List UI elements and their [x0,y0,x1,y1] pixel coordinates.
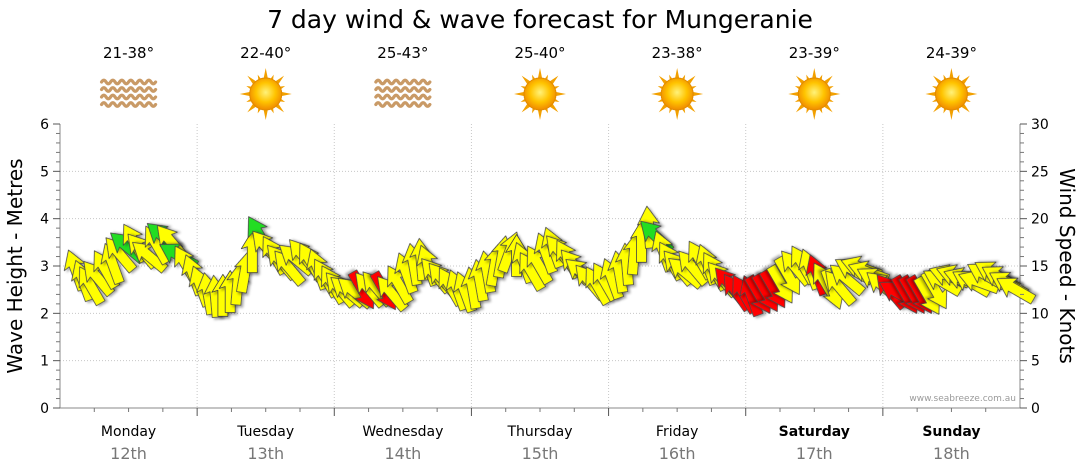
right-tick-label: 25 [1031,164,1049,180]
right-axis-label: Wind Speed - Knots [1055,168,1079,364]
sun-ray [279,91,292,97]
sun-disc [523,77,557,111]
day-name-label: Monday [101,424,156,440]
sun-ray [651,91,664,97]
sun-ray [965,91,978,97]
day-date-label: 15th [522,444,559,463]
sun-ray [239,91,252,97]
chart-title: 7 day wind & wave forecast for Mungerani… [267,5,813,34]
haze-wave [374,93,432,101]
day-date-label: 14th [384,444,421,463]
haze-wave [99,93,158,101]
sun-ray [948,107,954,120]
sun-disc [660,77,694,111]
right-tick-label: 0 [1031,401,1040,417]
wind-arrows [63,205,1037,318]
sun-ray [811,107,817,120]
plot-area: www.seabreeze.com.au [59,124,1037,409]
temperature-label: 22-40° [240,44,291,62]
sun-ray [828,91,841,97]
wind-arrow [996,277,1037,305]
left-tick-label: 2 [40,306,49,322]
sun-disc [797,77,831,111]
sunny-icon [514,68,566,120]
temperature-label: 21-38° [103,44,154,62]
sunny-icon [925,68,978,120]
sun-ray [263,107,269,120]
sun-ray [811,68,817,81]
left-axis-ticks: 0 1 2 3 4 5 6 [40,117,60,417]
sun-ray [674,107,680,120]
sun-ray [553,91,566,97]
day-date-label: 17th [796,444,833,463]
sun-ray [788,91,801,97]
sun-disc [934,77,968,111]
day-name-label: Saturday [779,424,850,440]
sun-ray [537,68,543,81]
sun-disc [249,77,283,111]
left-tick-label: 5 [40,164,49,180]
sunny-icon [239,68,292,120]
temperature-label: 23-39° [789,44,840,62]
day-date-label: 18th [933,444,970,463]
credit-text: www.seabreeze.com.au [909,394,1016,404]
sunny-icon [651,68,704,120]
day-headers: 21-38° 22-40° 25-43° 25-40° 23-38° 23-39° 24-3… [99,44,978,120]
x-axis-labels: Monday 12th Tuesday 13th Wednesday 14th Thursd… [93,408,987,463]
day-date-label: 13th [247,444,284,463]
sun-ray [674,68,680,81]
day-name-label: Tuesday [236,424,294,440]
haze-icon [99,78,158,108]
sun-ray [948,68,954,81]
day-date-label: 16th [659,444,696,463]
sun-ray [537,107,543,120]
temperature-label: 24-39° [926,44,977,62]
temperature-label: 23-38° [652,44,703,62]
sun-ray [690,91,704,97]
right-tick-label: 15 [1031,259,1049,275]
haze-icon [374,78,432,108]
haze-wave [374,86,432,93]
haze-wave [374,101,432,108]
sun-ray [514,91,527,97]
temperature-label: 25-43° [377,44,428,62]
day-name-label: Friday [656,424,698,440]
left-tick-label: 0 [40,401,49,417]
day-date-label: 12th [110,444,147,463]
sun-ray [925,91,938,97]
day-name-label: Thursday [506,424,572,440]
right-axis-ticks: 0 5 10 15 20 25 30 [1020,117,1049,417]
sun-ray [263,68,269,81]
right-tick-label: 20 [1031,212,1049,228]
day-name-label: Sunday [922,424,980,440]
right-tick-label: 5 [1031,354,1040,370]
haze-wave [99,101,158,108]
left-tick-label: 3 [40,259,49,275]
temperature-label: 25-40° [514,44,565,62]
sunny-icon [788,68,841,120]
haze-wave [99,86,158,93]
haze-wave [374,78,432,86]
left-tick-label: 1 [40,354,49,370]
left-axis-label: Wave Height - Metres [3,158,27,373]
left-tick-label: 6 [40,117,49,133]
haze-wave [99,78,158,86]
day-name-label: Wednesday [362,424,443,440]
right-tick-label: 30 [1031,117,1049,133]
right-tick-label: 10 [1031,306,1049,322]
left-tick-label: 4 [40,212,49,228]
